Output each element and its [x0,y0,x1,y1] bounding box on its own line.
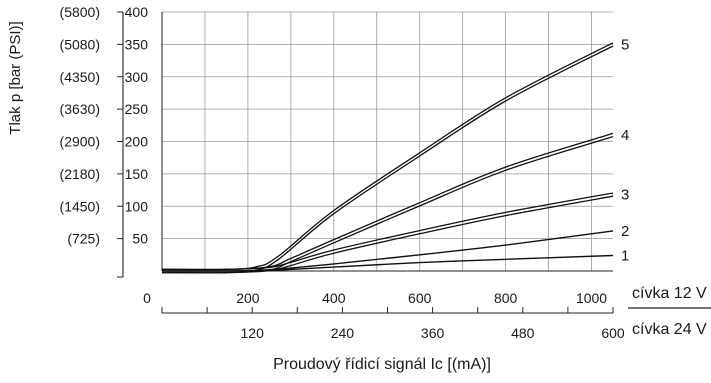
chart-grid [162,11,613,271]
x-tick-label-24v: 480 [511,325,535,341]
curve-5-lower [161,45,614,274]
y-tick-label: 50 [132,231,148,247]
y-tick-label: 300 [125,69,149,85]
y-tick-label: 150 [125,166,149,182]
x-tick-label-24v: 600 [601,325,625,341]
curve-label-3: 3 [621,187,629,204]
coil-24v-label: cívka 24 V [632,321,707,338]
y-tick-psi-label: (5800) [60,4,100,20]
curve-label-5: 5 [621,36,629,53]
curve-label-2: 2 [621,223,629,240]
y-tick-psi-label: (2900) [60,134,100,150]
x-tick-label-24v: 360 [421,325,445,341]
curve-label-4: 4 [621,127,629,144]
x-tick-label-12v: 400 [322,290,346,306]
y-tick-label: 200 [125,134,149,150]
curve-3-lower [161,195,614,274]
x-tick-label-12v: 800 [494,290,518,306]
curve-label-1: 1 [621,247,629,264]
curve-5-upper [161,42,614,271]
chart-curves [161,42,614,274]
x-tick-label-24v: 120 [241,325,265,341]
x-axis-label: Proudový řídicí signál Ic [(mA)] [273,356,491,373]
coil-12v-label: cívka 12 V [632,285,707,302]
curve-4-upper [161,132,614,271]
y-tick-psi-label: (5080) [60,36,100,52]
y-tick-psi-label: (4350) [60,69,100,85]
chart-tick-labels: 400(5800)350(5080)300(4350)250(3630)200(… [60,4,630,341]
x-tick-label-12v: 200 [236,290,260,306]
x-tick-label-12v: 1000 [576,290,607,306]
y-tick-psi-label: (2180) [60,166,100,182]
x-tick-label-12v: 0 [143,290,151,306]
y-axis-label: Tlak p [bar (PSI)] [7,21,24,134]
y-tick-label: 100 [125,198,149,214]
y-tick-psi-label: (3630) [60,101,100,117]
chart-axes [117,11,614,314]
curve-2 [161,230,614,272]
y-tick-label: 400 [125,4,149,20]
x-tick-label-12v: 600 [408,290,432,306]
y-tick-psi-label: (725) [67,231,100,247]
x-tick-label-24v: 240 [331,325,355,341]
y-tick-label: 350 [125,36,149,52]
y-tick-label: 250 [125,101,149,117]
y-tick-psi-label: (1450) [60,198,100,214]
